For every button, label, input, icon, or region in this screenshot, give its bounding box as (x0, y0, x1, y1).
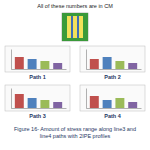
figure-canvas: All of these numbers are in CM Path 1 Path… (0, 0, 150, 150)
y-axis-line (11, 50, 12, 70)
x-axis-line (12, 108, 67, 109)
section-web (71, 16, 73, 38)
y-axis-line (11, 89, 12, 109)
x-axis-line (87, 69, 142, 70)
chart-title: Path 3 (29, 113, 46, 119)
section-flange (83, 13, 88, 41)
bars (15, 57, 62, 69)
bar (115, 61, 124, 69)
bars (90, 57, 137, 69)
section-flange (62, 13, 88, 16)
x-axis (87, 108, 142, 110)
figure-caption: Figure 16- Amount of stress range along … (14, 126, 136, 132)
section-flange (62, 38, 88, 41)
bars (90, 96, 137, 108)
chart-title: Path 2 (104, 74, 121, 80)
plot-area (12, 89, 67, 109)
bar (90, 59, 99, 69)
y-axis-line (86, 50, 87, 70)
y-axis (86, 89, 87, 109)
section-outline (62, 13, 88, 41)
bar (15, 57, 24, 69)
bar (53, 102, 62, 108)
x-axis (12, 108, 67, 110)
panel-frame (80, 46, 145, 72)
page: All of these numbers are in CM Path 1 Path… (0, 0, 150, 150)
bar (115, 98, 124, 108)
header-note: All of these numbers are in CM (37, 3, 113, 9)
bar (28, 98, 37, 108)
chart-panel (5, 85, 70, 111)
bar (53, 63, 62, 69)
panel-frame (80, 85, 145, 111)
bar (128, 63, 137, 69)
y-axis-line (86, 89, 87, 109)
chart-title: Path 1 (29, 74, 46, 80)
bar (28, 59, 37, 69)
y-axis (86, 50, 87, 70)
y-axis (11, 89, 12, 109)
x-axis (12, 69, 67, 71)
chart-panel (80, 85, 145, 111)
bar (15, 94, 24, 108)
y-axis (11, 50, 12, 70)
bar (90, 96, 99, 108)
panel-frame (5, 46, 70, 72)
plot-area (87, 89, 142, 109)
x-axis (87, 69, 142, 71)
bar (40, 100, 49, 108)
bar (103, 57, 112, 69)
chart-panel (5, 46, 70, 72)
bar (103, 100, 112, 108)
section-flange (62, 13, 67, 41)
x-axis-line (12, 69, 67, 70)
panel-frame (5, 85, 70, 111)
plot-area (12, 50, 67, 70)
bar (128, 102, 137, 108)
section-web (77, 16, 79, 38)
x-axis-line (87, 108, 142, 109)
chart-panel (80, 46, 145, 72)
plot-area (87, 50, 142, 70)
bars (15, 94, 62, 108)
bar (40, 61, 49, 69)
figure-caption: line4 paths with 2IPE profiles (40, 133, 111, 139)
chart-title: Path 4 (104, 113, 121, 119)
cross-section (62, 13, 88, 41)
